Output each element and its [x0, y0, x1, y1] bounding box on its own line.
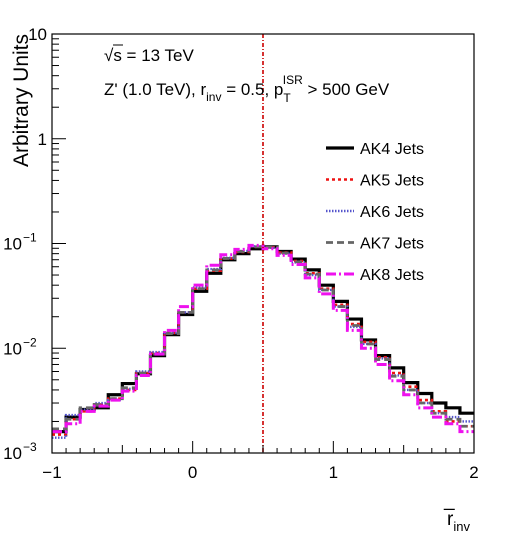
- y-axis-label: Arbitrary Units: [10, 34, 33, 167]
- energy-label: √s = 13 TeV: [104, 46, 194, 65]
- x-axis-label-sub: inv: [453, 519, 470, 534]
- x-tick-label: −1: [42, 463, 61, 482]
- y-tick-label: 10: [3, 339, 22, 358]
- y-tick-exponent: −1: [23, 231, 37, 245]
- y-tick-label: 10: [3, 235, 22, 254]
- model-label-part: = 0.5, p: [221, 80, 283, 99]
- y-tick-label: 10: [28, 25, 47, 44]
- legend-ak4-jets-label: AK4 Jets: [360, 141, 424, 158]
- model-label-part: > 500 GeV: [303, 80, 390, 99]
- model-label: Z' (1.0 TeV), rinv = 0.5, pT ISR > 500 Ge…: [104, 73, 390, 105]
- model-label-part: Z' (1.0 TeV), r: [104, 80, 206, 99]
- legend-ak6-jets-label: AK6 Jets: [360, 204, 424, 221]
- y-tick-label: 10: [3, 444, 22, 463]
- legend-ak7-jets-label: AK7 Jets: [360, 236, 424, 253]
- model-label-sup: ISR: [283, 73, 303, 87]
- model-label-sub: inv: [206, 90, 221, 104]
- y-tick-exponent: −3: [23, 440, 37, 454]
- y-tick-exponent: −2: [23, 335, 37, 349]
- y-tick-label: 1: [38, 130, 47, 149]
- x-tick-label: 0: [188, 463, 197, 482]
- annotation-layer: √s = 13 TeV Z' (1.0 TeV), rinv = 0.5, pTI…: [104, 44, 390, 105]
- model-label-sub: T: [283, 91, 291, 105]
- series-ak7-jets: [52, 245, 474, 431]
- x-axis-label: r̅inv: [443, 509, 470, 534]
- legend-ak8-jets-label: AK8 Jets: [360, 267, 424, 284]
- x-tick-label: 1: [329, 463, 338, 482]
- legend-ak5-jets-label: AK5 Jets: [360, 173, 424, 190]
- x-axis-label-main: r̅: [443, 509, 455, 530]
- x-tick-label: 2: [469, 463, 478, 482]
- legend: AK4 Jets AK5 Jets AK6 Jets AK7 Jets AK8 Jets: [326, 141, 424, 284]
